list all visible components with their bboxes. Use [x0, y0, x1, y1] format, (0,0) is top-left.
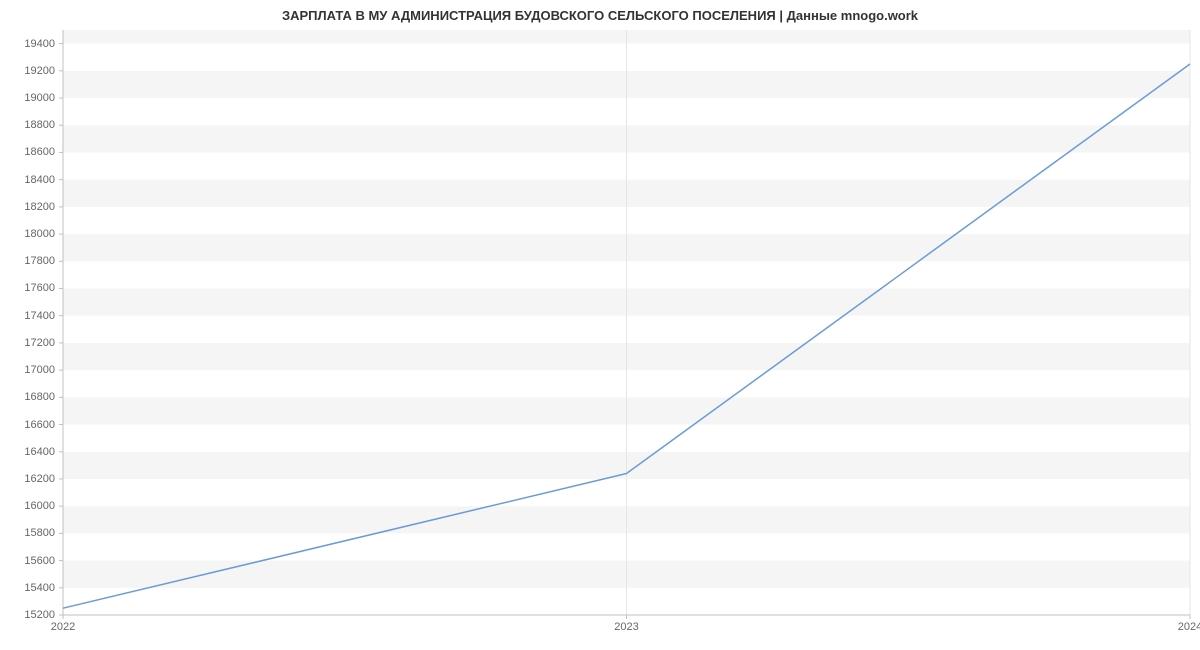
y-tick-label: 18600 [0, 146, 55, 158]
y-tick-label: 17400 [0, 310, 55, 322]
y-tick-label: 19200 [0, 65, 55, 77]
y-tick-label: 16600 [0, 419, 55, 431]
y-tick-label: 17800 [0, 255, 55, 267]
y-tick-label: 18200 [0, 201, 55, 213]
y-tick-label: 15800 [0, 527, 55, 539]
y-tick-label: 19000 [0, 92, 55, 104]
y-tick-label: 18800 [0, 119, 55, 131]
chart-container: ЗАРПЛАТА В МУ АДМИНИСТРАЦИЯ БУДОВСКОГО С… [0, 0, 1200, 650]
y-tick-label: 18400 [0, 174, 55, 186]
y-tick-label: 19400 [0, 38, 55, 50]
y-tick-label: 16400 [0, 446, 55, 458]
y-tick-label: 17000 [0, 364, 55, 376]
chart-plot [0, 0, 1200, 650]
x-tick-label: 2022 [51, 621, 75, 633]
x-tick-label: 2024 [1178, 621, 1200, 633]
y-tick-label: 15400 [0, 582, 55, 594]
x-tick-label: 2023 [614, 621, 638, 633]
y-tick-label: 18000 [0, 228, 55, 240]
y-tick-label: 15200 [0, 609, 55, 621]
y-tick-label: 16200 [0, 473, 55, 485]
y-tick-label: 17200 [0, 337, 55, 349]
y-tick-label: 17600 [0, 282, 55, 294]
y-tick-label: 16800 [0, 391, 55, 403]
y-tick-label: 15600 [0, 555, 55, 567]
y-tick-label: 16000 [0, 500, 55, 512]
